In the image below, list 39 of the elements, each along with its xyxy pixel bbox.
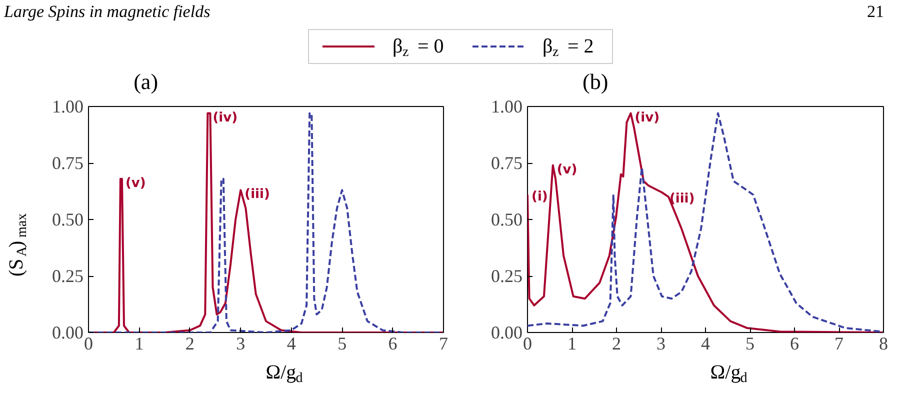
y-tick-label: 0.00 (52, 322, 84, 342)
annotation: (iv) (212, 110, 238, 126)
annotation: (iii) (669, 192, 695, 207)
x-tick-label: 1 (134, 334, 144, 354)
chart-title: (b) (582, 69, 608, 94)
y-tick-label: 1.00 (491, 96, 522, 116)
x-tick-label: 6 (790, 334, 799, 354)
x-tick-label: 4 (701, 334, 710, 354)
x-tick-label: 3 (656, 334, 666, 354)
annotation: (v) (556, 162, 578, 178)
x-tick-label: 7 (834, 334, 844, 354)
y-tick-label: 0.00 (491, 322, 522, 342)
x-tick-label: 8 (879, 334, 888, 354)
text: 21 (867, 1, 884, 23)
annotation: (iv) (634, 110, 660, 126)
y-tick-label: 1.00 (52, 96, 84, 116)
x-tick-label: 0 (84, 334, 93, 354)
x-tick-label: 6 (388, 334, 398, 354)
y-tick-label: 0.50 (52, 210, 84, 230)
x-tick-label: 0 (523, 334, 532, 354)
annotation: (v) (125, 176, 146, 191)
x-tick-label: 2 (612, 334, 621, 354)
y-axis-title: (SA)max (6, 213, 30, 276)
y-tick-label: 0.75 (52, 153, 84, 173)
y-tick-label: 0.25 (52, 266, 84, 286)
text: Large Spins in magnetic fields (4, 1, 210, 23)
x-tick-label: 5 (746, 334, 754, 354)
x-tick-label: 1 (568, 334, 576, 354)
y-tick-label: 0.75 (491, 153, 522, 173)
annotation: (i) (532, 189, 548, 204)
x-tick-label: 5 (338, 334, 347, 354)
x-tick-label: 7 (439, 334, 448, 354)
x-tick-label: 3 (236, 334, 246, 354)
annotation: (iii) (244, 187, 270, 202)
chart-title: (a) (134, 69, 158, 94)
x-tick-label: 4 (286, 334, 296, 354)
y-tick-label: 0.25 (491, 266, 522, 286)
y-tick-label: 0.50 (491, 210, 522, 230)
x-tick-label: 2 (185, 334, 194, 354)
